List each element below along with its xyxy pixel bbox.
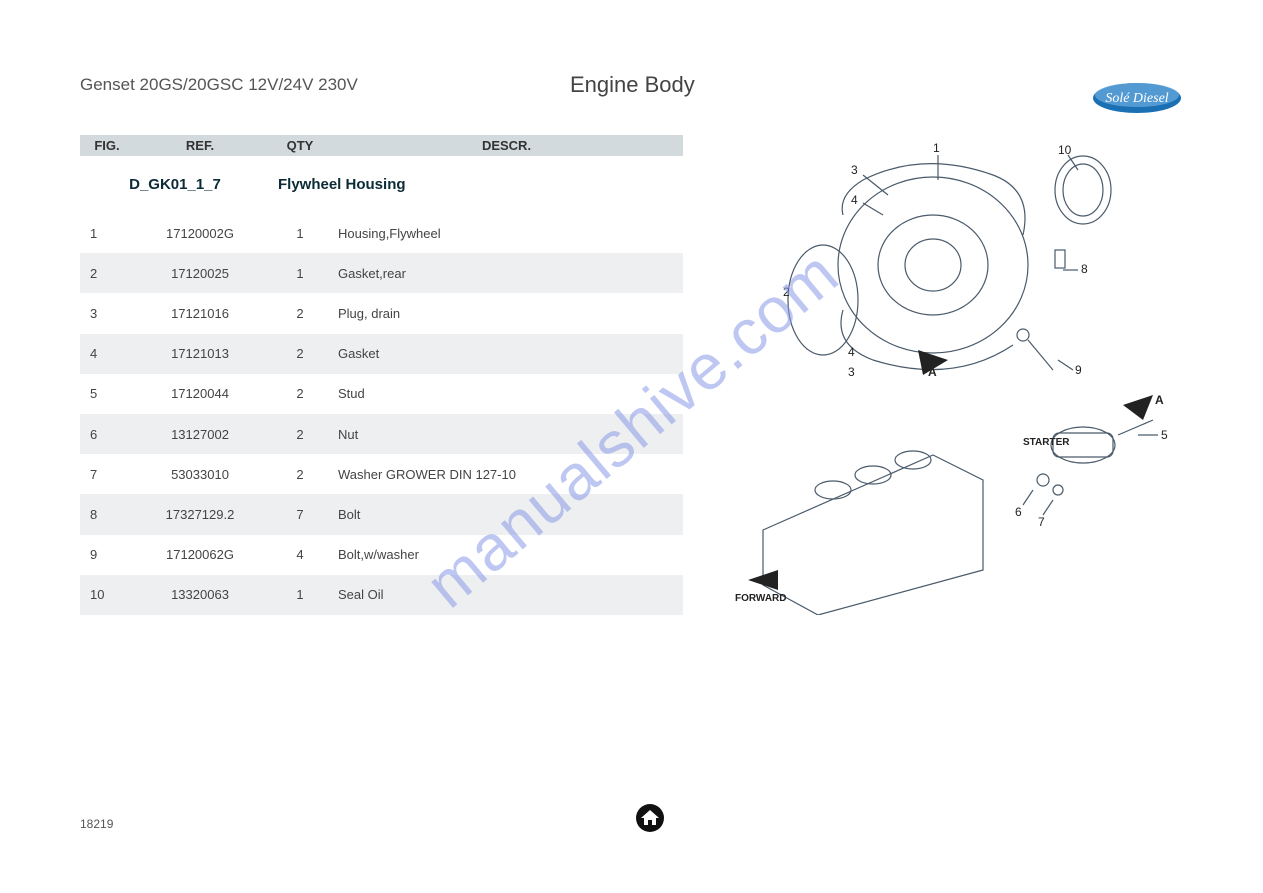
home-icon xyxy=(635,803,665,833)
callout-5: 5 xyxy=(1161,428,1168,442)
callout-3b: 3 xyxy=(848,365,855,379)
page-number: 18219 xyxy=(80,817,113,831)
callout-9: 9 xyxy=(1075,363,1082,377)
table-name: Flywheel Housing xyxy=(270,156,683,213)
callout-2: 2 xyxy=(783,285,790,299)
table-row: 4171210132Gasket xyxy=(80,334,683,374)
callout-7: 7 xyxy=(1038,515,1045,529)
table-header-row: FIG. REF. QTY DESCR. xyxy=(80,135,683,156)
table-row: 6131270022Nut xyxy=(80,414,683,454)
callout-1: 1 xyxy=(933,141,940,155)
table-code: D_GK01_1_7 xyxy=(80,156,270,213)
table-title-row: D_GK01_1_7 Flywheel Housing xyxy=(80,156,683,213)
table-row: 5171200442Stud xyxy=(80,374,683,414)
col-header-fig: FIG. xyxy=(80,135,130,156)
table-row: 2171200251Gasket,rear xyxy=(80,253,683,293)
page-header: Genset 20GS/20GSC 12V/24V 230V Engine Bo… xyxy=(80,75,1183,95)
forward-label: FORWARD xyxy=(735,593,786,604)
col-header-ref: REF. xyxy=(130,135,270,156)
callout-A2: A xyxy=(1155,393,1164,407)
table-row: 817327129.27Bolt xyxy=(80,494,683,534)
content-row: D_GK01_1_7 Flywheel Housing FIG. REF. QT… xyxy=(80,135,1183,615)
page-root: Genset 20GS/20GSC 12V/24V 230V Engine Bo… xyxy=(0,0,1263,893)
col-header-qty: QTY xyxy=(270,135,330,156)
table-row: 7530330102Washer GROWER DIN 127-10 xyxy=(80,454,683,494)
table-row: 117120002G1Housing,Flywheel xyxy=(80,213,683,253)
table-body: 117120002G1Housing,Flywheel 2171200251Ga… xyxy=(80,213,683,615)
col-header-descr: DESCR. xyxy=(330,135,683,156)
home-button[interactable] xyxy=(635,803,665,838)
callout-8: 8 xyxy=(1081,262,1088,276)
table-row: 10133200631Seal Oil xyxy=(80,575,683,615)
product-title: Genset 20GS/20GSC 12V/24V 230V xyxy=(80,75,358,95)
exploded-diagram: 1 2 3 4 3 4 5 6 7 8 9 10 A A FORWARD STA… xyxy=(723,135,1183,615)
callout-4b: 4 xyxy=(848,345,855,359)
table-row: 917120062G4Bolt,w/washer xyxy=(80,535,683,575)
callout-4a: 4 xyxy=(851,193,858,207)
callout-10: 10 xyxy=(1058,143,1071,157)
brand-text: Solé Diesel xyxy=(1105,91,1168,106)
table-row: 3171210162Plug, drain xyxy=(80,293,683,333)
parts-table: D_GK01_1_7 Flywheel Housing FIG. REF. QT… xyxy=(80,135,683,615)
starter-label: STARTER xyxy=(1023,437,1069,448)
callout-A1: A xyxy=(928,365,937,379)
section-title: Engine Body xyxy=(570,72,695,98)
callout-6: 6 xyxy=(1015,505,1022,519)
callout-3a: 3 xyxy=(851,163,858,177)
brand-logo: Solé Diesel xyxy=(1091,80,1183,116)
